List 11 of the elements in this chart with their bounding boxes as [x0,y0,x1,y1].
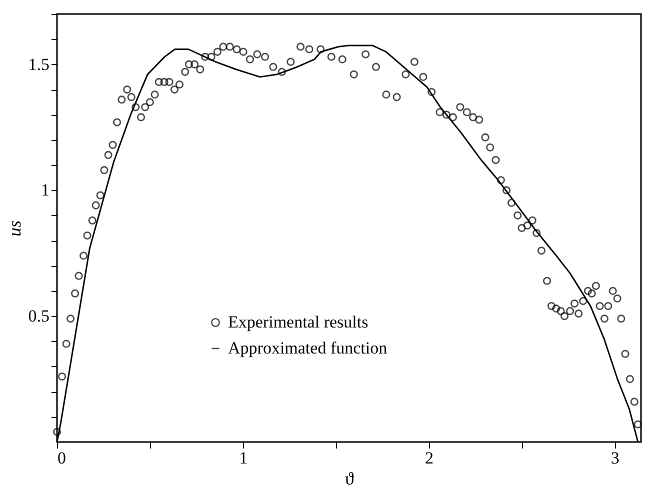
legend-label: Experimental results [228,312,368,332]
legend-label: Approximated function [228,338,388,358]
y-tick-label: 0.5 [28,306,50,326]
x-tick-label: 3 [610,448,620,468]
x-tick-label: 0 [58,448,66,468]
x-axis-title: ϑ [345,468,354,488]
y-tick-label: 1 [41,180,50,200]
x-tick-label: 2 [425,448,434,468]
x-tick-label: 1 [239,448,248,468]
y-axis-title: us [4,220,24,237]
y-tick-label: 1.5 [28,54,50,74]
